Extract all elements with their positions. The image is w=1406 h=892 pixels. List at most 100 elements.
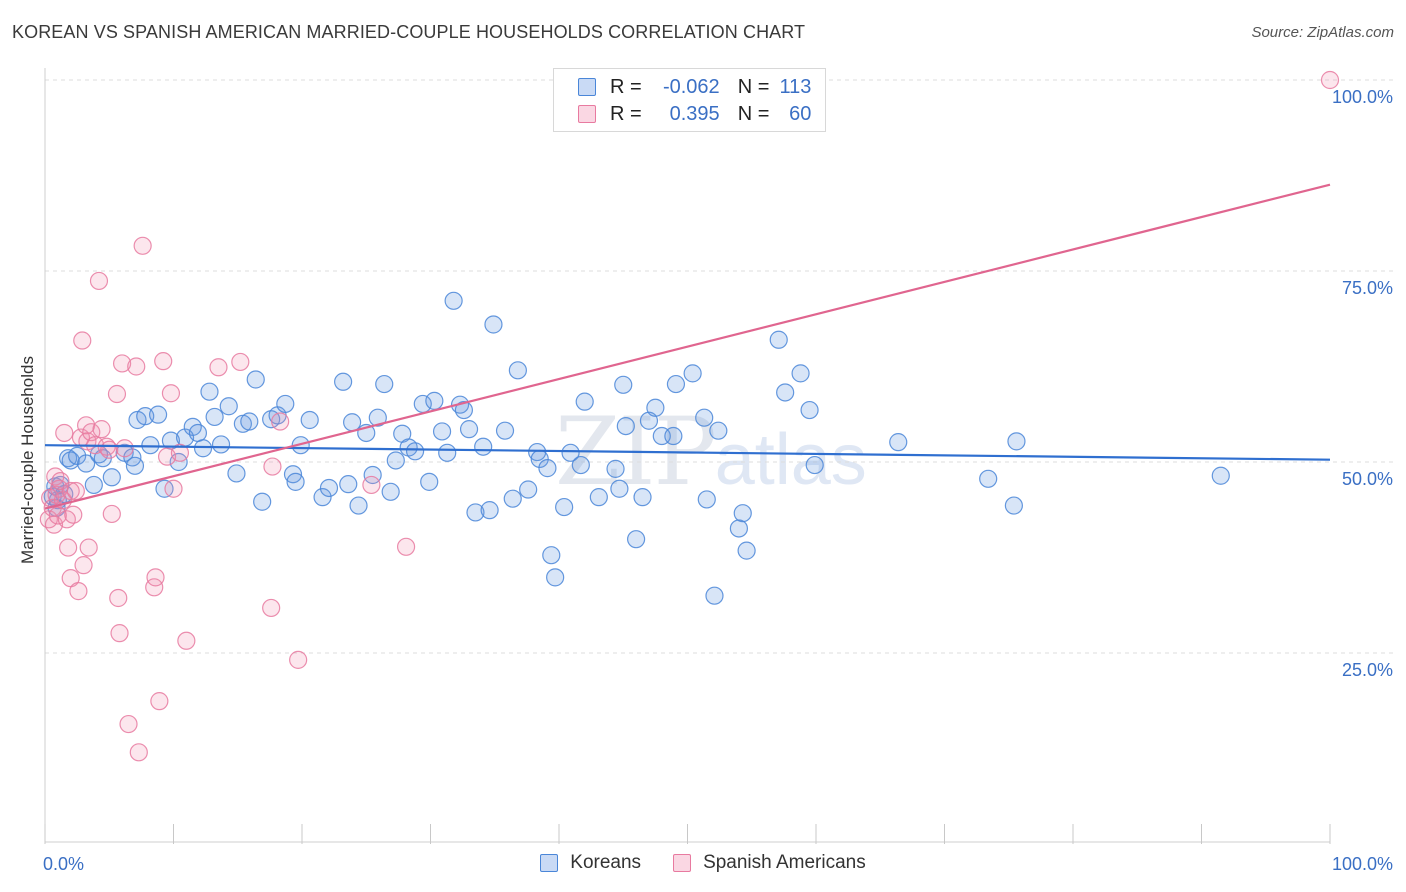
korean-point-104 (737, 541, 756, 560)
spanish-american-point-20 (74, 556, 93, 575)
legend-row-koreans: R = -0.062 N = 113 (578, 74, 811, 100)
spanish-american-point-17 (69, 582, 88, 601)
korean-point-85 (589, 488, 608, 507)
korean-point-81 (555, 497, 574, 517)
n-value-koreans: 113 (779, 75, 812, 98)
spanish-american-point-34 (112, 354, 132, 373)
korean-point-41 (286, 472, 305, 491)
korean-point-74 (508, 361, 527, 380)
korean-point-29 (205, 407, 224, 427)
korean-point-89 (616, 416, 635, 436)
korean-point-72 (495, 421, 515, 440)
spanish-american-point-36 (119, 714, 138, 734)
chart-title: KOREAN VS SPANISH AMERICAN MARRIED-COUPL… (12, 22, 806, 42)
correlation-legend: R = -0.062 N = 113 R = 0.395 N = 60 (553, 68, 826, 132)
korean-point-47 (339, 475, 358, 494)
korean-point-73 (503, 489, 522, 508)
korean-point-80 (546, 568, 565, 587)
spanish-american-point-32 (109, 588, 128, 608)
spanish-american-point-51 (262, 598, 281, 618)
korean-point-61 (425, 391, 444, 410)
korean-point-79 (542, 546, 561, 565)
korean-point-96 (666, 374, 686, 394)
spanish-american-point-13 (61, 481, 80, 501)
korean-point-55 (386, 451, 405, 470)
korean-point-84 (575, 392, 594, 411)
korean-point-99 (697, 490, 716, 509)
y-tick-label-75: 75.0% (1342, 278, 1393, 298)
spanish-american-point-56 (396, 537, 416, 556)
legend-row-spanish-americans: R = 0.395 N = 60 (578, 101, 811, 127)
spanish-american-point-45 (161, 384, 181, 403)
korean-point-20 (148, 405, 168, 424)
korean-point-48 (343, 413, 362, 432)
korean-point-108 (800, 400, 819, 420)
korean-point-101 (709, 421, 728, 440)
spanish-american-point-29 (100, 440, 119, 459)
korean-point-100 (705, 586, 724, 605)
korean-point-64 (444, 291, 463, 310)
legend-item-spanish-americans[interactable]: Spanish Americans (673, 852, 866, 874)
spanish-american-point-39 (133, 236, 152, 255)
x-tick-label-end: 100.0% (1332, 854, 1393, 874)
r-label: R = (610, 102, 642, 125)
spanish-american-point-12 (59, 538, 78, 557)
korean-point-97 (683, 364, 702, 383)
spanish-american-point-49 (209, 358, 228, 377)
korean-point-44 (313, 488, 332, 507)
spanish-american-point-0 (39, 510, 58, 529)
korean-point-26 (188, 423, 208, 443)
legend-swatch-blue (578, 78, 596, 96)
korean-point-39 (276, 394, 295, 414)
n-label: N = (737, 102, 770, 125)
korean-point-62 (432, 422, 452, 441)
source-label: Source: ZipAtlas.com (1251, 24, 1394, 41)
korean-point-93 (646, 398, 665, 417)
spanish-american-point-33 (110, 624, 129, 643)
korean-point-95 (664, 426, 683, 446)
spanish-american-point-26 (89, 271, 109, 291)
korean-point-52 (368, 408, 387, 427)
spanish-american-point-46 (164, 479, 183, 498)
legend-label-koreans: Koreans (570, 852, 642, 873)
korean-point-16 (125, 456, 145, 475)
korean-point-83 (571, 455, 590, 475)
korean-point-114 (1211, 466, 1230, 485)
korean-point-71 (484, 315, 503, 334)
korean-point-75 (519, 480, 538, 499)
korean-point-110 (889, 433, 908, 452)
korean-point-78 (538, 459, 557, 478)
watermark: ZIPatlas (555, 398, 867, 507)
spanish-american-point-37 (127, 357, 146, 376)
korean-point-45 (319, 478, 339, 498)
korean-point-36 (253, 492, 272, 511)
spanish-american-point-15 (64, 505, 83, 524)
legend-label-spanish-americans: Spanish Americans (703, 852, 866, 873)
korean-point-109 (805, 455, 824, 475)
korean-point-86 (606, 459, 625, 478)
spanish-american-point-30 (102, 504, 121, 524)
korean-point-88 (614, 375, 633, 394)
korean-point-27 (193, 439, 213, 458)
spanish-american-point-48 (177, 631, 196, 650)
korean-point-31 (219, 397, 238, 416)
n-value-spanish-americans: 60 (789, 102, 812, 125)
korean-point-102 (729, 519, 749, 538)
korean-point-54 (381, 482, 400, 501)
legend-item-koreans[interactable]: Koreans (540, 852, 641, 874)
korean-point-34 (240, 412, 259, 431)
korean-point-107 (791, 364, 810, 383)
korean-point-43 (300, 410, 319, 430)
spanish-american-point-42 (150, 692, 169, 711)
spanish-american-point-35 (115, 439, 134, 458)
korean-point-30 (211, 435, 231, 454)
korean-point-67 (459, 420, 479, 439)
spanish-american-point-38 (129, 743, 148, 762)
legend-swatch-spanish-americans (673, 854, 692, 872)
n-label: N = (737, 75, 770, 98)
spanish-american-point-10 (55, 423, 74, 443)
spanish-american-point-52 (263, 457, 282, 476)
r-value-koreans: -0.062 (662, 75, 720, 98)
korean-point-60 (420, 472, 439, 491)
korean-point-90 (626, 530, 646, 549)
